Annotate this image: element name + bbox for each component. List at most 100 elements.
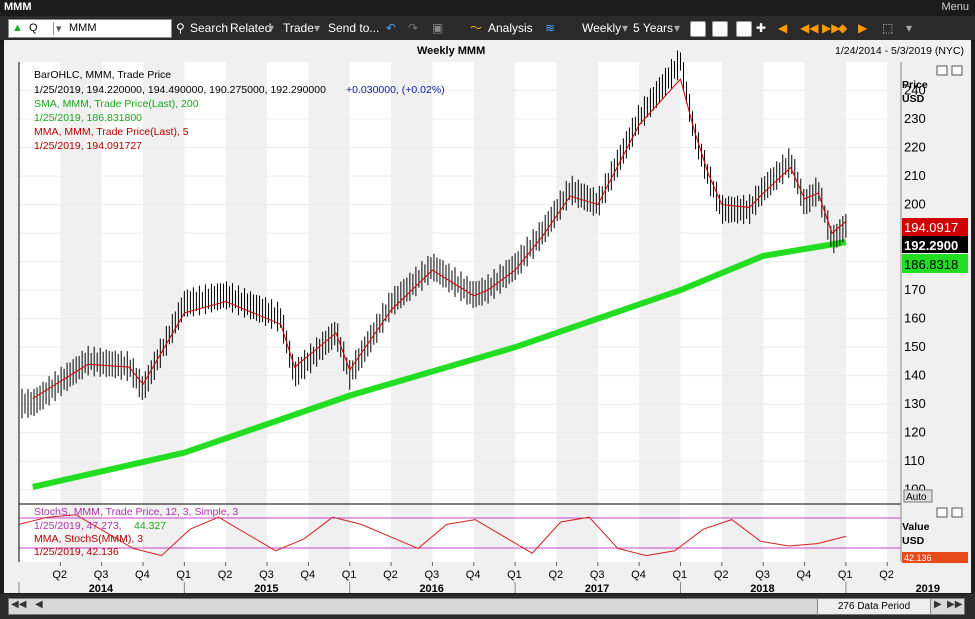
chevron-down-icon[interactable]: ▾ <box>53 22 62 35</box>
x-tick-label: Q1 <box>838 569 853 581</box>
mma-value-tag-text: 194.0917 <box>904 220 958 235</box>
date-range: 1/24/2014 - 5/3/2019 (NYC) <box>835 45 964 57</box>
quarter-band <box>639 504 681 562</box>
y-tick-label: 230 <box>904 111 926 126</box>
analysis-menu[interactable]: Analysis <box>488 21 533 35</box>
y-tick-label: 110 <box>904 453 925 468</box>
auto-scale-button[interactable] <box>903 489 933 503</box>
quarter-band <box>556 62 598 504</box>
scroll-right-icon[interactable]: ▶ <box>934 599 942 610</box>
x-tick-label: Q3 <box>424 569 439 581</box>
search-icon[interactable]: ⚲ <box>176 21 185 35</box>
x-tick-label: Q4 <box>631 569 646 581</box>
close-pane-icon[interactable] <box>951 65 963 76</box>
send-to-menu[interactable]: Send to... <box>328 21 380 35</box>
sma-value-tag-text: 186.8318 <box>904 257 958 272</box>
x-tick-label: Q4 <box>466 569 481 581</box>
select-icon[interactable]: ⬚ <box>882 21 894 35</box>
scroll-end-icon[interactable]: ▶▶ <box>822 21 841 35</box>
interval-select[interactable]: Weekly <box>582 21 622 35</box>
y-tick-label: 200 <box>904 197 926 212</box>
x-tick-label: Q1 <box>342 569 357 581</box>
scroll-start-icon[interactable]: ◀◀ <box>800 21 819 35</box>
mma-line <box>32 78 847 399</box>
crosshair-icon[interactable]: ✚ <box>756 21 767 35</box>
x-tick-label: Q2 <box>714 569 729 581</box>
y-tick-label: 170 <box>904 282 926 297</box>
close-pane-icon[interactable] <box>951 507 963 518</box>
symbol-prefix[interactable]: Q <box>29 22 38 34</box>
x-year-label: 2019 <box>916 583 940 593</box>
draw-icon[interactable] <box>736 20 752 37</box>
menu-button[interactable]: Menu <box>941 1 969 13</box>
x-tick-label: Q3 <box>94 569 109 581</box>
legend-mma-value: 1/25/2019, 194.091727 <box>34 140 143 152</box>
quarter-band <box>721 62 764 504</box>
stoch-value-tag <box>902 552 968 563</box>
x-tick-label: Q4 <box>135 569 150 581</box>
auto-scale-label: Auto <box>906 492 927 503</box>
scroll-start-icon[interactable]: ◀◀ <box>11 599 27 610</box>
sma-line <box>32 239 847 490</box>
maximize-pane-icon[interactable] <box>936 507 948 518</box>
quarter-band <box>887 504 901 562</box>
quarter-band <box>473 504 516 562</box>
search-button[interactable]: Search <box>190 21 229 35</box>
x-year-label: 2017 <box>585 583 609 593</box>
undo-icon[interactable]: ↶ <box>386 21 397 35</box>
x-tick-label: Q2 <box>218 569 233 581</box>
quarter-band <box>639 62 681 504</box>
x-tick-label: Q1 <box>176 569 191 581</box>
chevron-down-icon[interactable]: ▾ <box>674 21 681 35</box>
chart-panel: 1001101201301401501601701801902002102202… <box>4 40 971 593</box>
x-tick-label: Q2 <box>548 569 563 581</box>
chevron-down-icon[interactable]: ▾ <box>268 21 275 35</box>
compare-icon[interactable] <box>712 20 728 37</box>
legend-stoch-title: StochS, MMM, Trade Price, 12, 3, Simple,… <box>34 506 239 518</box>
zoom-icon[interactable]: ◆ <box>838 21 848 35</box>
analysis-icon[interactable]: 〜 <box>470 21 483 35</box>
toolbar: ▲ Q ▾ MMM ⚲ Search Related ▾ Trade ▾ Sen… <box>0 16 975 41</box>
quarter-band <box>887 62 901 504</box>
scroll-left-icon[interactable]: ◀ <box>778 21 788 35</box>
x-tick-label: Q1 <box>673 569 688 581</box>
symbol-input[interactable]: ▲ Q ▾ MMM <box>8 19 172 38</box>
legend-stoch-mma-title: MMA, StochS(MMM), 3 <box>34 533 144 545</box>
trade-menu[interactable]: Trade <box>283 21 314 35</box>
chevron-down-icon[interactable]: ▾ <box>906 21 913 35</box>
symbol-value[interactable]: MMM <box>69 22 97 34</box>
range-select[interactable]: 5 Years <box>633 21 674 35</box>
study-icon[interactable]: ≋ <box>545 21 556 35</box>
last-value-tag-text: 192.2900 <box>904 238 958 253</box>
chart-style-icon[interactable] <box>690 20 706 37</box>
chart-svg[interactable]: 1001101201301401501601701801902002102202… <box>4 40 971 593</box>
x-tick-label: Q4 <box>797 569 812 581</box>
footer-bar: ◀◀ ◀ 276 Data Period ▶ ▶▶ <box>0 594 975 619</box>
scroll-right-icon[interactable]: ▶ <box>858 21 868 35</box>
y-tick-label: 220 <box>904 140 926 155</box>
chevron-down-icon[interactable]: ▾ <box>314 21 321 35</box>
x-tick-label: Q2 <box>879 569 894 581</box>
scroll-left-icon[interactable]: ◀ <box>35 599 43 610</box>
maximize-pane-icon[interactable] <box>936 65 948 76</box>
quarter-band <box>391 62 433 504</box>
redo-icon[interactable]: ↷ <box>408 21 419 35</box>
value-axis-label: Value <box>902 521 930 533</box>
time-scrollbar[interactable]: ◀◀ ◀ 276 Data Period ▶ ▶▶ <box>8 598 965 615</box>
x-tick-label: Q3 <box>590 569 605 581</box>
folder-icon[interactable]: ▣ <box>432 21 444 35</box>
stoch-line <box>18 514 846 557</box>
related-menu[interactable]: Related <box>230 21 272 35</box>
scroll-end-icon[interactable]: ▶▶ <box>947 599 963 610</box>
x-tick-label: Q4 <box>300 569 315 581</box>
legend-mma-title: MMA, MMM, Trade Price(Last), 5 <box>34 126 189 138</box>
chevron-down-icon[interactable]: ▾ <box>622 21 629 35</box>
legend-stoch-mma-value: 1/25/2019, 42.136 <box>34 546 119 558</box>
x-tick-label: Q2 <box>52 569 67 581</box>
quarter-band <box>308 62 350 504</box>
x-tick-label: Q3 <box>259 569 274 581</box>
quarter-band <box>143 62 185 504</box>
data-period-thumb[interactable]: 276 Data Period <box>817 599 931 614</box>
quarter-band <box>721 504 764 562</box>
